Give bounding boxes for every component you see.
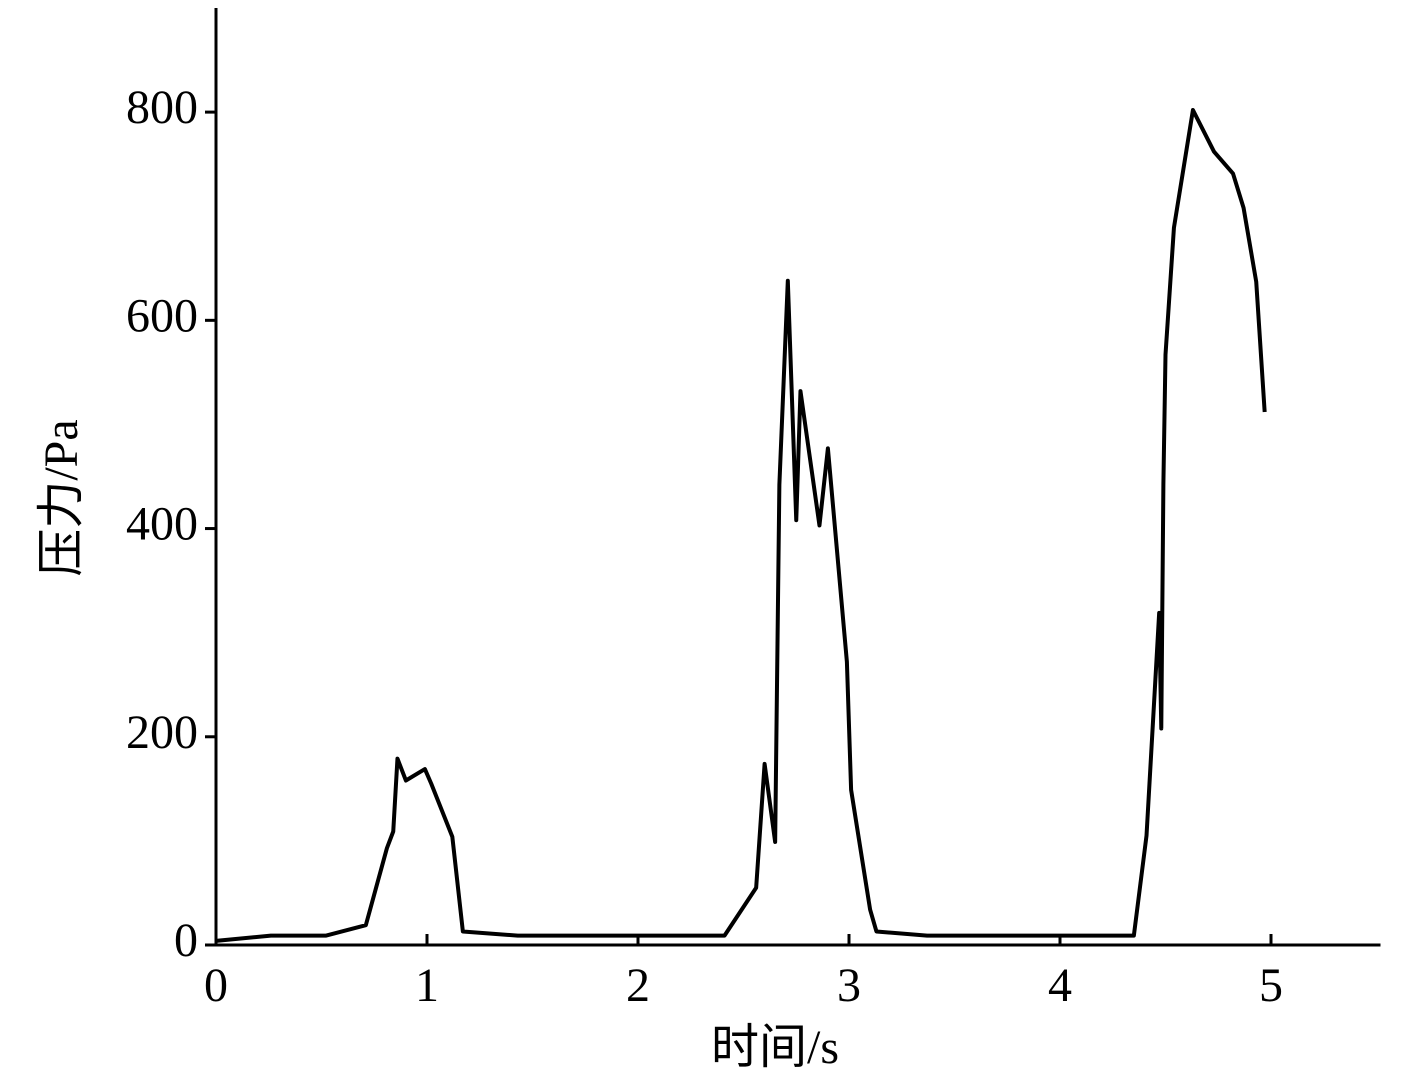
x-tick-label: 0 <box>204 959 228 1012</box>
x-tick-label: 1 <box>415 959 439 1012</box>
y-axis-label: 压力/Pa <box>35 419 88 576</box>
x-axis-label: 时间/s <box>711 1021 839 1074</box>
y-tick-label: 0 <box>174 914 198 967</box>
y-tick-label: 200 <box>126 706 198 759</box>
y-tick-label: 600 <box>126 289 198 342</box>
x-tick-label: 5 <box>1259 959 1283 1012</box>
data-line <box>215 108 1267 943</box>
y-tick-label: 800 <box>126 81 198 134</box>
y-tick-label: 400 <box>126 498 198 551</box>
x-tick-label: 3 <box>837 959 861 1012</box>
x-tick-label: 4 <box>1048 959 1072 1012</box>
x-tick-label: 2 <box>626 959 650 1012</box>
